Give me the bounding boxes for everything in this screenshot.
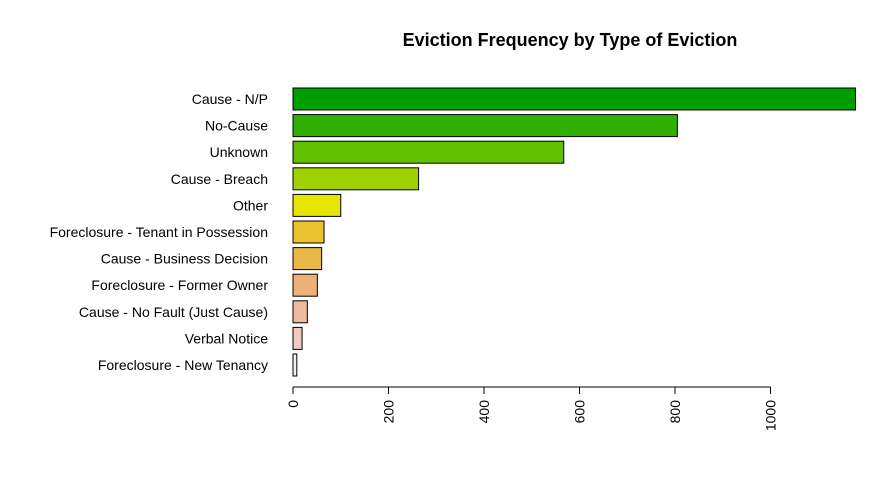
bar xyxy=(292,87,856,111)
category-label: Foreclosure - Former Owner xyxy=(91,277,268,293)
category-label: Cause - No Fault (Just Cause) xyxy=(79,304,268,320)
x-tick-label: 0 xyxy=(285,400,301,408)
category-label: Cause - Business Decision xyxy=(101,251,268,267)
bar xyxy=(292,353,298,377)
bar xyxy=(292,114,678,138)
category-label: Other xyxy=(233,197,268,213)
bar xyxy=(292,140,565,164)
x-axis: 0 200 400 600 800 1000 xyxy=(285,386,779,431)
category-label: Verbal Notice xyxy=(185,330,268,346)
x-tick-label: 600 xyxy=(572,400,588,424)
category-label: No-Cause xyxy=(205,118,268,134)
bar xyxy=(292,300,308,324)
category-label: Cause - Breach xyxy=(171,171,268,187)
bar xyxy=(292,247,323,271)
category-labels: Cause - N/P No-Cause Unknown Cause - Breach… xyxy=(50,91,269,373)
category-label: Cause - N/P xyxy=(192,91,268,107)
bar xyxy=(292,220,325,244)
category-label: Foreclosure - Tenant in Possession xyxy=(50,224,268,240)
bar xyxy=(292,167,420,191)
x-tick-label: 400 xyxy=(476,400,492,424)
category-label: Unknown xyxy=(210,144,268,160)
bars-group xyxy=(292,87,856,377)
x-tick-label: 800 xyxy=(667,400,683,424)
category-label: Foreclosure - New Tenancy xyxy=(98,357,268,373)
bar xyxy=(292,273,318,297)
x-tick-label: 200 xyxy=(381,400,397,424)
chart-title: Eviction Frequency by Type of Eviction xyxy=(403,30,738,50)
bar xyxy=(292,193,342,217)
bar xyxy=(292,326,303,350)
x-tick-label: 1000 xyxy=(763,400,779,431)
